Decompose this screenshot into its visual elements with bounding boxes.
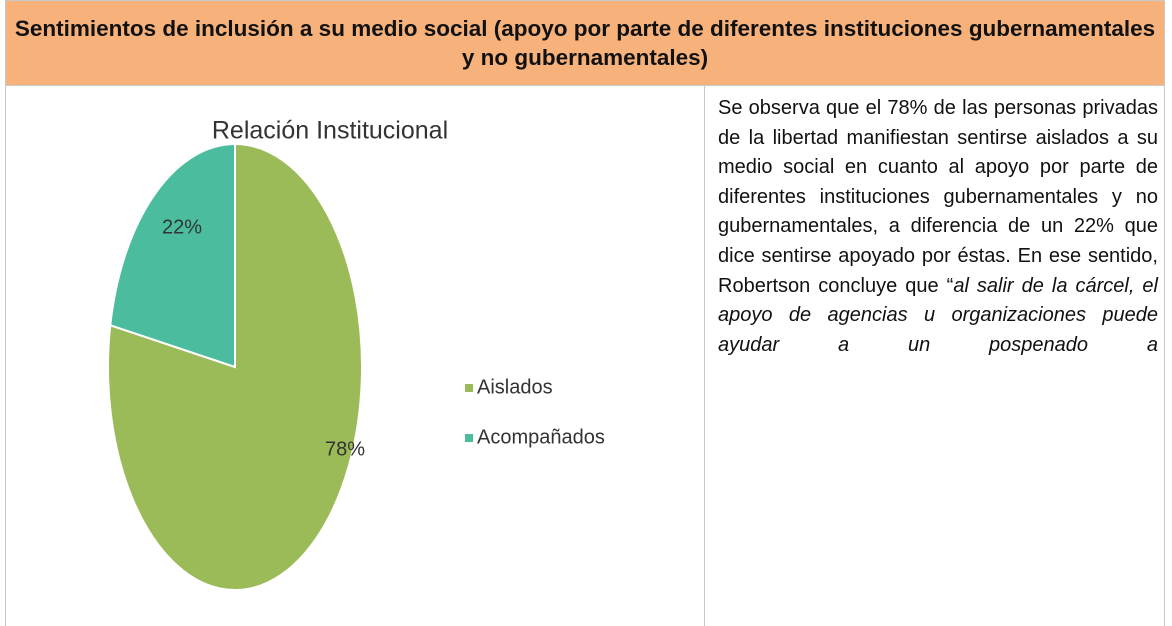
slice-label: 78% [325,438,365,460]
pie-slice [109,142,236,369]
paragraph-quote: al salir de la cárcel, el apoyo de agenc… [718,274,1158,356]
legend-label: Acompañados [477,426,605,448]
pie-chart: Relación Institucional 78% Aislados 22% Aco… [107,117,605,591]
chart-title: Relación Institucional [212,117,448,145]
text-cell [705,86,1165,626]
legend-label: Aislados [477,376,553,398]
chart-cell [5,86,705,626]
header-title: Sentimientos de inclusión a su medio soc… [5,0,1165,86]
slice-label: 22% [162,216,202,238]
legend-swatch [465,384,473,392]
paragraph-body: Se observa que el 78% de las personas pr… [718,97,1158,297]
paragraph: Se observa que el 78% de las personas pr… [718,94,1158,360]
legend-swatch [465,434,473,442]
